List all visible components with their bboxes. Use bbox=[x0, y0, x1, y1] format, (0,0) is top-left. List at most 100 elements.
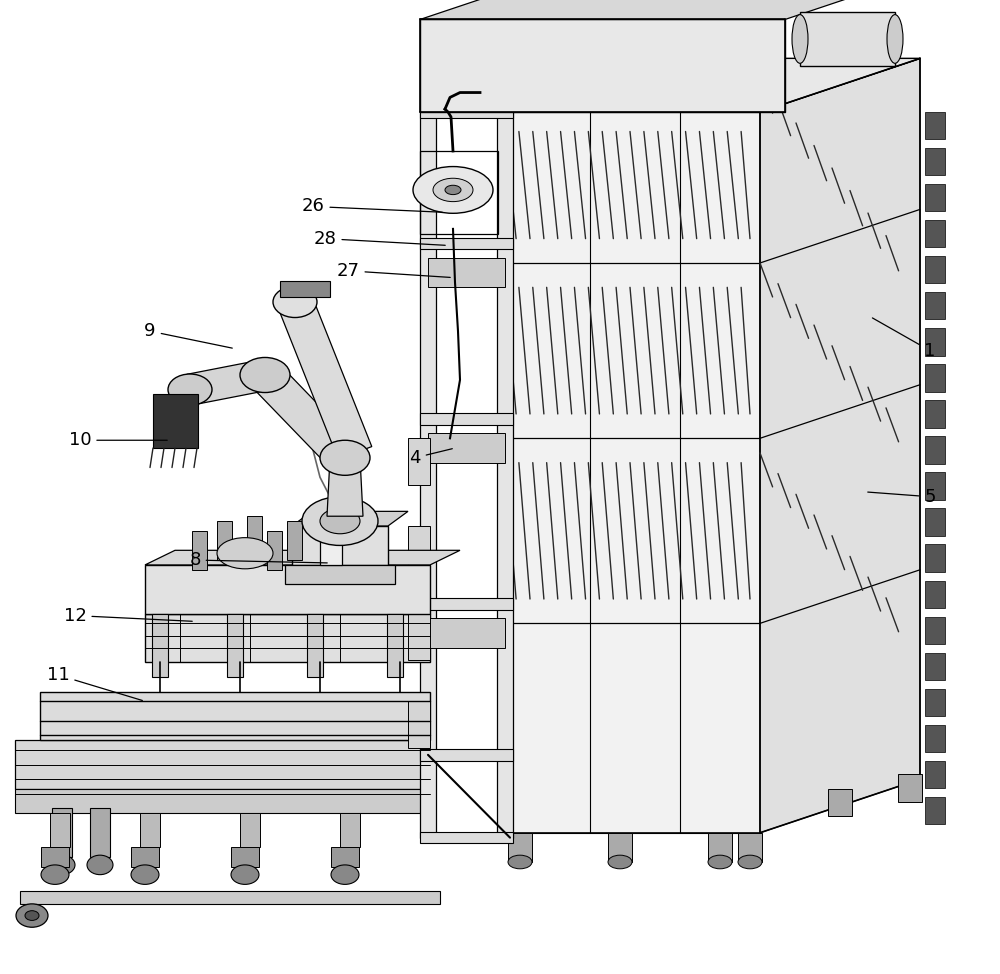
Ellipse shape bbox=[168, 374, 212, 405]
Ellipse shape bbox=[708, 855, 732, 869]
Text: 12: 12 bbox=[64, 607, 192, 624]
Polygon shape bbox=[828, 789, 852, 816]
Ellipse shape bbox=[16, 904, 48, 927]
Polygon shape bbox=[925, 725, 945, 752]
Polygon shape bbox=[925, 148, 945, 175]
Ellipse shape bbox=[240, 357, 290, 393]
Polygon shape bbox=[217, 521, 232, 560]
Polygon shape bbox=[187, 359, 268, 405]
Ellipse shape bbox=[445, 185, 461, 195]
Polygon shape bbox=[925, 508, 945, 536]
Polygon shape bbox=[278, 296, 372, 459]
Polygon shape bbox=[925, 220, 945, 247]
Polygon shape bbox=[420, 0, 865, 19]
Ellipse shape bbox=[320, 514, 342, 528]
Polygon shape bbox=[925, 112, 945, 139]
Text: 1: 1 bbox=[872, 318, 936, 359]
Polygon shape bbox=[420, 413, 513, 425]
Polygon shape bbox=[708, 833, 732, 862]
Polygon shape bbox=[285, 565, 395, 584]
Polygon shape bbox=[145, 550, 460, 565]
Polygon shape bbox=[760, 58, 920, 833]
Polygon shape bbox=[90, 808, 110, 857]
Polygon shape bbox=[925, 581, 945, 608]
Polygon shape bbox=[497, 112, 513, 838]
Polygon shape bbox=[408, 526, 430, 573]
Polygon shape bbox=[15, 740, 430, 789]
Polygon shape bbox=[41, 847, 69, 867]
Polygon shape bbox=[925, 653, 945, 680]
Polygon shape bbox=[153, 394, 198, 448]
Polygon shape bbox=[420, 19, 785, 112]
Ellipse shape bbox=[413, 167, 493, 213]
Ellipse shape bbox=[25, 911, 39, 920]
Polygon shape bbox=[20, 891, 440, 904]
Polygon shape bbox=[608, 833, 632, 862]
Polygon shape bbox=[140, 813, 160, 847]
Ellipse shape bbox=[608, 855, 632, 869]
Polygon shape bbox=[925, 256, 945, 283]
Polygon shape bbox=[227, 614, 243, 677]
Ellipse shape bbox=[302, 497, 378, 545]
Polygon shape bbox=[287, 521, 302, 560]
Polygon shape bbox=[327, 458, 363, 516]
Polygon shape bbox=[925, 544, 945, 572]
Polygon shape bbox=[131, 847, 159, 867]
Polygon shape bbox=[320, 521, 342, 565]
Polygon shape bbox=[925, 184, 945, 211]
Polygon shape bbox=[52, 808, 72, 857]
Polygon shape bbox=[500, 58, 920, 112]
Text: 26: 26 bbox=[302, 198, 442, 215]
Ellipse shape bbox=[433, 178, 473, 202]
Polygon shape bbox=[925, 400, 945, 428]
Polygon shape bbox=[420, 598, 513, 610]
Polygon shape bbox=[925, 617, 945, 644]
Polygon shape bbox=[145, 614, 430, 662]
Polygon shape bbox=[15, 789, 430, 813]
Polygon shape bbox=[387, 614, 403, 677]
Polygon shape bbox=[420, 238, 513, 249]
Text: 11: 11 bbox=[47, 666, 142, 700]
Polygon shape bbox=[508, 833, 532, 862]
Ellipse shape bbox=[887, 15, 903, 63]
Ellipse shape bbox=[49, 855, 75, 875]
Polygon shape bbox=[247, 516, 262, 555]
Polygon shape bbox=[252, 363, 358, 469]
Text: 8: 8 bbox=[189, 551, 327, 569]
Polygon shape bbox=[240, 813, 260, 847]
Ellipse shape bbox=[331, 865, 359, 884]
Ellipse shape bbox=[41, 865, 69, 884]
Polygon shape bbox=[500, 58, 920, 112]
Polygon shape bbox=[925, 328, 945, 356]
Text: 5: 5 bbox=[868, 488, 936, 506]
Text: 10: 10 bbox=[69, 431, 167, 449]
Ellipse shape bbox=[792, 15, 808, 63]
Polygon shape bbox=[800, 12, 895, 66]
Polygon shape bbox=[50, 813, 70, 847]
Polygon shape bbox=[428, 433, 505, 463]
Polygon shape bbox=[420, 832, 513, 843]
Polygon shape bbox=[231, 847, 259, 867]
Text: 4: 4 bbox=[409, 449, 452, 467]
Ellipse shape bbox=[87, 855, 113, 875]
Polygon shape bbox=[925, 797, 945, 824]
Text: 28: 28 bbox=[314, 230, 445, 247]
Ellipse shape bbox=[320, 440, 370, 475]
Polygon shape bbox=[307, 614, 323, 677]
Polygon shape bbox=[408, 701, 430, 748]
Polygon shape bbox=[292, 511, 408, 526]
Polygon shape bbox=[340, 813, 360, 847]
Polygon shape bbox=[420, 106, 513, 118]
Ellipse shape bbox=[131, 865, 159, 884]
Polygon shape bbox=[280, 281, 330, 297]
Polygon shape bbox=[738, 833, 762, 862]
Polygon shape bbox=[408, 614, 430, 660]
Polygon shape bbox=[267, 531, 282, 570]
Polygon shape bbox=[428, 618, 505, 648]
Ellipse shape bbox=[320, 508, 360, 534]
Polygon shape bbox=[428, 258, 505, 287]
Polygon shape bbox=[925, 472, 945, 500]
Polygon shape bbox=[331, 847, 359, 867]
Polygon shape bbox=[500, 112, 760, 833]
Polygon shape bbox=[145, 565, 430, 614]
